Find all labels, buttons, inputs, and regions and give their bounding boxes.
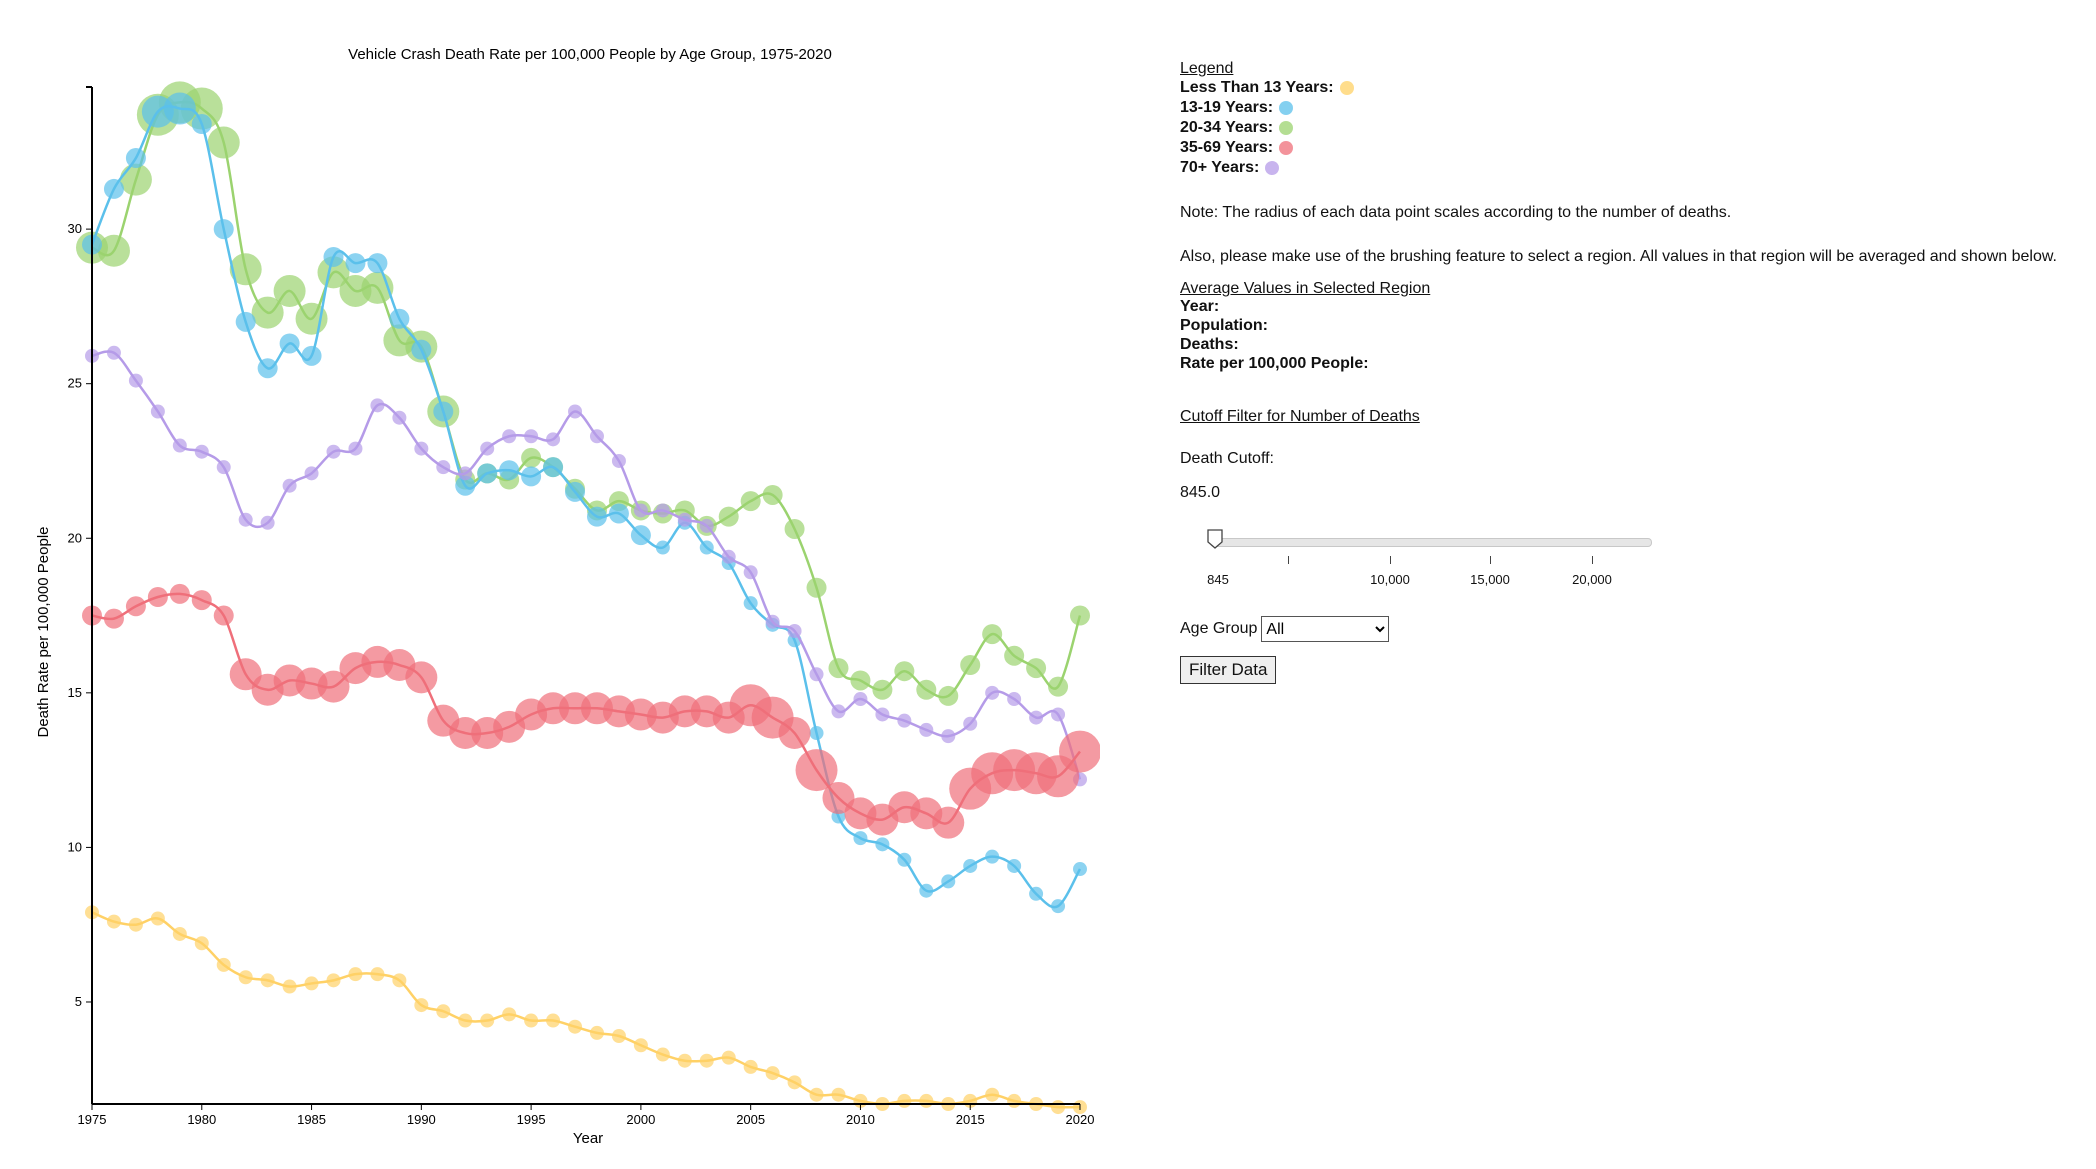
series-70-years <box>85 345 1087 787</box>
legend-swatch <box>1279 101 1294 115</box>
slider-tick-label: 845 <box>1207 572 1229 587</box>
slider-tick <box>1390 556 1391 564</box>
series-line <box>90 104 1082 909</box>
slider-handle[interactable] <box>1207 529 1223 549</box>
chart-title: Vehicle Crash Death Rate per 100,000 Peo… <box>348 46 832 63</box>
age-group-select[interactable]: All <box>1261 616 1390 642</box>
slider-tick <box>1592 556 1593 564</box>
x-tick-label: 1990 <box>407 1112 436 1127</box>
cutoff-label: Death Cutoff: <box>1180 450 1274 467</box>
legend-label: 35-69 Years: <box>1180 139 1274 156</box>
legend-swatch <box>1279 141 1294 155</box>
legend-label: 20-34 Years: <box>1180 119 1274 136</box>
x-tick-label: 1995 <box>517 1112 546 1127</box>
averages-title: Average Values in Selected Region <box>1180 280 1431 297</box>
legend-item-20-34: 20-34 Years: <box>1180 118 2080 138</box>
filter-data-button[interactable]: Filter Data <box>1180 656 1277 684</box>
y-axis-label: Death Rate per 100,000 People <box>35 527 52 738</box>
slider-tick-label: 10,000 <box>1370 572 1410 587</box>
series-line <box>91 911 1081 1109</box>
series-line <box>91 350 1082 780</box>
legend-item-35-69: 35-69 Years: <box>1180 138 2080 158</box>
legend-item-under-13: Less Than 13 Years: <box>1180 78 2080 98</box>
radius-note: Note: The radius of each data point scal… <box>1180 204 1732 221</box>
legend-label: 70+ Years: <box>1180 159 1260 176</box>
y-tick-label: 20 <box>68 530 82 545</box>
x-tick-label: 1975 <box>78 1112 107 1127</box>
y-tick-label: 25 <box>68 376 82 391</box>
legend: Less Than 13 Years: 13-19 Years: 20-34 Y… <box>1180 78 2080 178</box>
y-tick-label: 10 <box>68 839 82 854</box>
x-tick-label: 2015 <box>956 1112 985 1127</box>
avg-deaths-label: Deaths: <box>1180 336 1239 353</box>
x-tick-label: 2010 <box>846 1112 875 1127</box>
legend-label: Less Than 13 Years: <box>1180 79 1334 96</box>
series-35-69-years <box>82 583 1100 839</box>
legend-label: 13-19 Years: <box>1180 99 1274 116</box>
legend-swatch <box>1265 161 1280 175</box>
legend-swatch <box>1339 81 1354 95</box>
slider-tick-label: 15,000 <box>1470 572 1510 587</box>
y-tick-label: 30 <box>68 221 82 236</box>
x-tick-label: 1980 <box>187 1112 216 1127</box>
x-axis-label: Year <box>573 1130 603 1147</box>
avg-population-label: Population: <box>1180 317 1268 334</box>
brushing-note: Also, please make use of the brushing fe… <box>1180 248 2057 265</box>
legend-item-13-19: 13-19 Years: <box>1180 98 2080 118</box>
x-tick-label: 2005 <box>736 1112 765 1127</box>
axis-layer: 5 10 15 20 25 30 1975 1980 1985 1990 1995 2000 2005 2… <box>68 86 1095 1127</box>
series-line <box>91 100 1082 699</box>
legend-title: Legend <box>1180 60 1234 77</box>
death-cutoff-slider[interactable]: 845 10,000 15,000 20,000 <box>1180 524 1660 594</box>
age-group-control: Age Group All <box>1180 616 2080 642</box>
cutoff-value: 845.0 <box>1180 484 1221 501</box>
y-tick-label: 15 <box>68 685 82 700</box>
series-line <box>91 592 1081 825</box>
series-layer <box>76 81 1100 1115</box>
death-rate-chart[interactable]: 5 10 15 20 25 30 1975 1980 1985 1990 1995 2000 2005 2… <box>0 0 1100 1169</box>
slider-tick <box>1288 556 1289 564</box>
legend-swatch <box>1279 121 1294 135</box>
cutoff-title: Cutoff Filter for Number of Deaths <box>1180 408 1420 425</box>
legend-item-70-plus: 70+ Years: <box>1180 158 2080 178</box>
x-tick-label: 1985 <box>297 1112 326 1127</box>
age-group-label: Age Group <box>1180 620 1258 637</box>
slider-tick <box>1490 556 1491 564</box>
x-tick-label: 2020 <box>1066 1112 1095 1127</box>
y-tick-label: 5 <box>75 994 82 1009</box>
avg-rate-label: Rate per 100,000 People: <box>1180 355 1369 372</box>
avg-year-label: Year: <box>1180 298 1220 315</box>
series-13-19-years <box>82 92 1087 914</box>
slider-tick-label: 20,000 <box>1572 572 1612 587</box>
series-less-than-13-years <box>85 905 1087 1115</box>
slider-track[interactable] <box>1210 538 1652 547</box>
x-tick-label: 2000 <box>626 1112 655 1127</box>
control-panel: Legend Less Than 13 Years: 13-19 Years: … <box>1180 60 2080 684</box>
